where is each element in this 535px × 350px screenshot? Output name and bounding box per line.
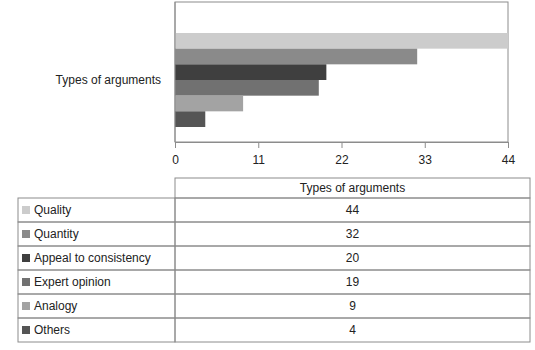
table-cell: [175, 294, 530, 318]
x-tick: 22: [335, 142, 349, 167]
bar: [175, 96, 243, 112]
legend-swatch: [22, 302, 30, 310]
table-value: 4: [349, 323, 356, 337]
bars: [175, 33, 508, 127]
y-axis-line: [175, 2, 176, 142]
legend-swatch: [22, 254, 30, 262]
legend-swatch: [22, 326, 30, 334]
table-cell: [18, 222, 175, 246]
table-cell: [175, 198, 530, 222]
table-value: 20: [346, 251, 360, 265]
table-cell: [18, 294, 175, 318]
table-cell: [175, 222, 530, 246]
legend-swatch: [22, 206, 30, 214]
x-tick-mark: [342, 142, 343, 148]
bar: [175, 111, 205, 127]
table-cell: [18, 270, 175, 294]
table-header-cell: [175, 178, 530, 198]
x-tick-label: 44: [502, 153, 516, 167]
x-tick-label: 22: [335, 153, 349, 167]
table-cell: [175, 318, 530, 342]
bar: [175, 64, 326, 80]
x-tick: 44: [502, 142, 516, 167]
bar: [175, 80, 319, 96]
legend-swatch: [22, 278, 30, 286]
x-axis: 0 11 22 33 44: [172, 142, 515, 167]
table-cell: [175, 246, 530, 270]
chart: 011223344Types of argumentsTypes of argu…: [0, 0, 535, 350]
y-tick: Types of arguments: [56, 73, 175, 87]
table-value: 32: [346, 227, 360, 241]
bar: [175, 33, 508, 49]
table-cell: [175, 270, 530, 294]
table-value: 44: [346, 203, 360, 217]
x-tick: 0: [172, 142, 179, 167]
x-tick-mark: [425, 142, 426, 148]
legend-entry: Quantity: [34, 227, 79, 241]
table-cell: [18, 198, 175, 222]
x-tick: 11: [253, 142, 266, 167]
legend-entry: Quality: [34, 203, 71, 217]
table-value: 19: [346, 275, 360, 289]
bar: [175, 49, 417, 65]
table-cell: [18, 246, 175, 270]
legend-entry: Others: [34, 323, 70, 337]
table-cell: [18, 318, 175, 342]
x-tick-mark: [258, 142, 259, 148]
x-tick-label: 0: [172, 153, 179, 167]
y-axis: Types of arguments: [56, 2, 175, 142]
x-tick-mark: [175, 142, 176, 148]
legend-swatch: [22, 230, 30, 238]
x-tick-label: 11: [253, 153, 266, 167]
x-tick-label: 33: [419, 153, 433, 167]
legend-entry: Appeal to consistency: [34, 251, 151, 265]
legend-entry: Expert opinion: [34, 275, 111, 289]
x-tick: 33: [419, 142, 433, 167]
table-header: Types of arguments: [300, 181, 405, 195]
y-tick-label: Types of arguments: [56, 73, 161, 87]
plot-frame: [175, 2, 508, 142]
table-value: 9: [349, 299, 356, 313]
legend-entry: Analogy: [34, 299, 77, 313]
x-tick-mark: [508, 142, 509, 148]
legend-table: Types of arguments Quality 44 Quantity 32 App…: [18, 178, 530, 342]
